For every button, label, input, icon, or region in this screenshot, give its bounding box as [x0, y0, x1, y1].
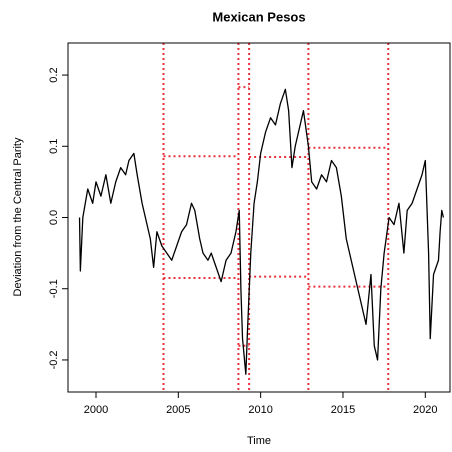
x-tick-label: 2005	[166, 404, 190, 416]
y-tick-label: -0.2	[48, 350, 60, 369]
x-tick-label: 2020	[413, 404, 437, 416]
x-axis-label: Time	[247, 435, 271, 447]
x-tick-label: 2000	[84, 404, 108, 416]
y-tick-label: -0.1	[48, 279, 60, 298]
y-tick-label: 0.2	[48, 67, 60, 82]
x-tick-label: 2010	[248, 404, 272, 416]
chart-title: Mexican Pesos	[212, 9, 305, 24]
y-axis-label: Deviation from the Central Parity	[12, 137, 24, 296]
y-tick-label: 0.0	[48, 210, 60, 225]
series-line	[78, 88, 445, 375]
y-tick-label: 0.1	[48, 139, 60, 154]
plot-frame	[67, 42, 451, 393]
x-tick-label: 2015	[331, 404, 355, 416]
